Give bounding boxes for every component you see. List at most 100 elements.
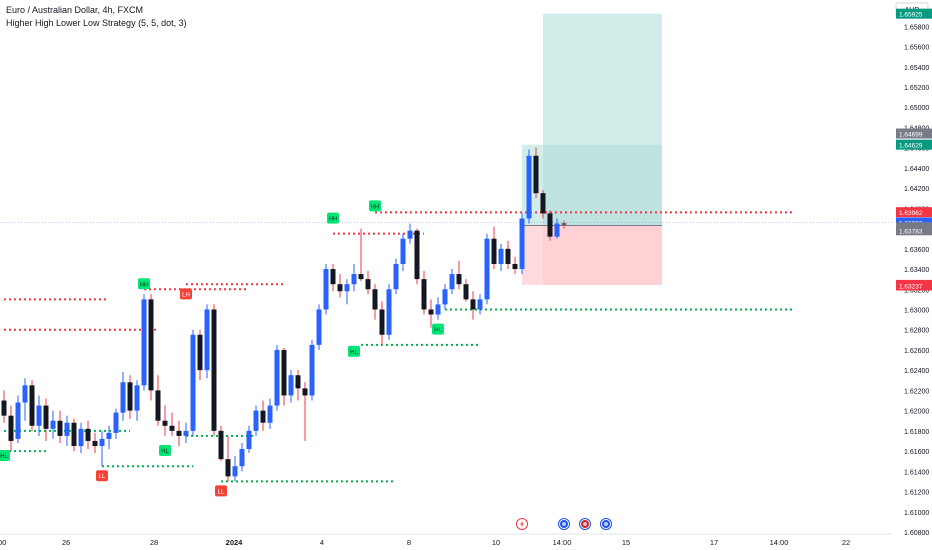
candle-body <box>421 279 427 310</box>
pivot-label: HL <box>432 323 444 335</box>
pivot-label-bg <box>348 345 360 357</box>
time-axis-label: 10 <box>492 538 500 547</box>
candle <box>351 263 357 292</box>
candle-body <box>78 428 84 447</box>
candle <box>155 375 161 426</box>
price-axis-tick: 1.63200 <box>904 287 929 294</box>
price-axis-tick: 1.61400 <box>904 469 929 476</box>
pivot-label-bg <box>159 444 171 456</box>
candle <box>554 218 560 239</box>
candle <box>1 390 7 423</box>
candle <box>540 190 546 219</box>
candle <box>309 339 315 401</box>
candle-body <box>141 299 147 386</box>
price-tag-text: 1.63783 <box>899 228 923 235</box>
price-axis-tick: 1.65800 <box>904 24 929 31</box>
candle <box>260 400 266 431</box>
price-axis-tick: 1.61200 <box>904 490 929 497</box>
candle-body <box>239 449 245 467</box>
candle-body <box>64 422 70 436</box>
candle <box>512 256 518 275</box>
candle <box>169 412 175 436</box>
candle-body <box>22 385 28 403</box>
candle-body <box>120 382 126 413</box>
pivot-label-text: LL <box>218 489 225 495</box>
candle <box>281 347 287 406</box>
pivot-label-text: HL <box>0 454 8 460</box>
candle-body <box>36 405 42 426</box>
candle <box>463 279 469 302</box>
candle-body <box>15 402 21 439</box>
candle <box>407 223 413 244</box>
price-tag: 1.64699 <box>896 128 932 139</box>
price-tag-bg <box>896 139 932 150</box>
candle-body <box>400 238 406 264</box>
price-tag-bg <box>896 225 932 236</box>
candle <box>141 294 147 391</box>
candle-body <box>351 274 357 285</box>
candle-body <box>281 349 287 396</box>
time-axis-label: 14:00 <box>553 538 572 547</box>
pivot-label: LL <box>96 470 108 482</box>
candle <box>148 294 154 401</box>
candle-body <box>99 438 105 447</box>
pivot-label-text: LL <box>99 474 106 480</box>
price-axis-tick: 1.63600 <box>904 247 929 254</box>
candle-body <box>50 420 56 429</box>
time-axis-label: 28 <box>150 538 158 547</box>
pivot-label-bg <box>432 323 444 335</box>
pivot-label: HL <box>0 450 10 462</box>
candle <box>99 430 105 467</box>
price-tag-text: 1.64629 <box>899 143 923 150</box>
candle-body <box>561 223 567 225</box>
pivot-label-text: HL <box>350 350 358 356</box>
time-axis-label: 4 <box>320 538 324 547</box>
candle <box>491 226 497 270</box>
candle <box>365 271 371 295</box>
candle <box>533 147 539 199</box>
candle-body <box>8 415 14 441</box>
candle <box>323 263 329 315</box>
candle <box>484 233 490 305</box>
lightning-glyph <box>520 520 524 528</box>
pivot-label-text: HH <box>329 217 338 223</box>
price-axis-tick: 1.61000 <box>904 510 929 517</box>
candle-body <box>449 274 455 290</box>
candle <box>246 425 252 454</box>
candle <box>421 271 427 315</box>
candle-body <box>442 289 448 305</box>
time-axis-label: 15 <box>622 538 630 547</box>
candle <box>29 380 35 431</box>
candle-body <box>190 334 196 431</box>
pivot-label-text: HH <box>140 282 149 288</box>
candle <box>85 420 91 450</box>
candle <box>526 149 532 224</box>
price-tag-text: 1.63237 <box>899 284 923 291</box>
candle <box>379 301 385 345</box>
price-axis-tick: 1.61600 <box>904 449 929 456</box>
candle-body <box>393 263 399 290</box>
candle <box>316 304 322 350</box>
candle-body <box>169 425 175 431</box>
candle <box>337 274 343 298</box>
candle <box>547 210 553 241</box>
candle-body <box>379 309 385 335</box>
time-axis-label: 1:00 <box>0 538 6 547</box>
candle-body <box>323 269 329 310</box>
candle-body <box>386 289 392 335</box>
price-tag: 1.65925 <box>896 8 932 19</box>
candle-body <box>365 279 371 290</box>
position-inner-stop-zone <box>543 225 662 285</box>
symbol-title: Euro / Australian Dollar, 4h, FXCM <box>6 5 144 15</box>
time-axis-label: 22 <box>842 538 850 547</box>
flag-event-icon <box>558 518 570 530</box>
candle <box>505 240 511 270</box>
lightning-event-icon <box>516 518 528 530</box>
candle-body <box>71 422 77 447</box>
candle-body <box>43 405 49 429</box>
candle-body <box>526 155 532 219</box>
candle-body <box>428 309 434 315</box>
candle <box>330 263 336 292</box>
